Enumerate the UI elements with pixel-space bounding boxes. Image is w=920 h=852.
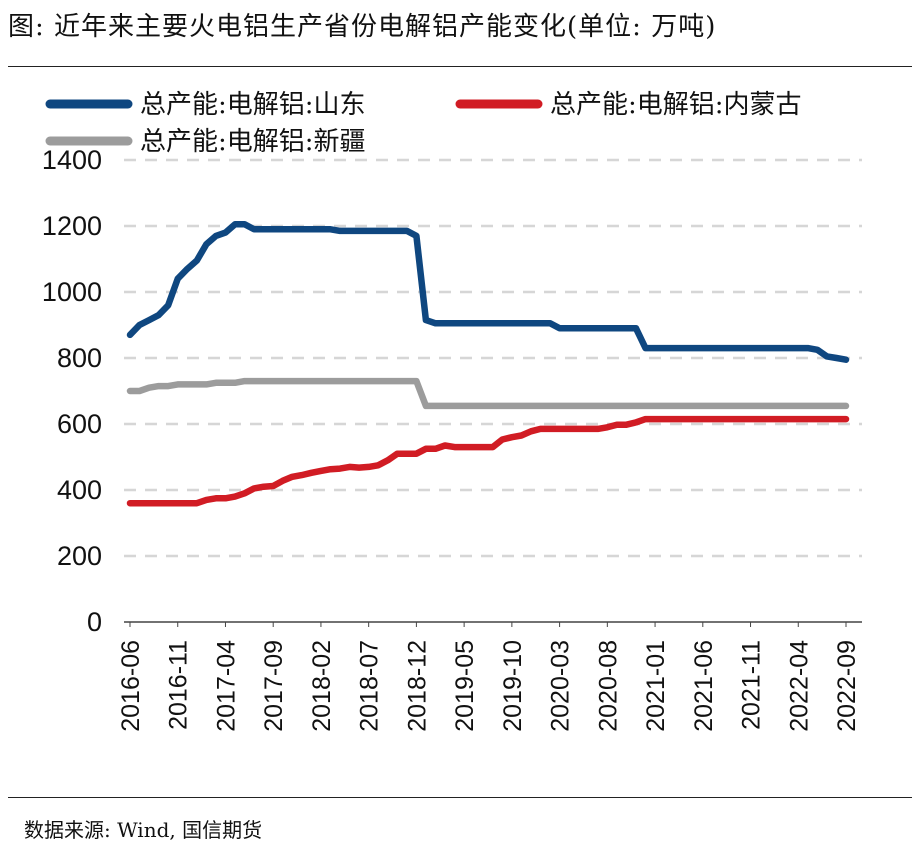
x-tick-label: 2016-11 bbox=[165, 640, 193, 730]
x-tick-label: 2021-06 bbox=[690, 640, 718, 732]
series-line-shandong bbox=[126, 221, 850, 363]
x-tick-label: 2022-09 bbox=[833, 640, 861, 732]
x-tick-label: 2018-02 bbox=[308, 640, 336, 732]
bottom-rule bbox=[8, 797, 912, 798]
x-tick-label: 2018-12 bbox=[403, 640, 431, 732]
y-tick-label: 400 bbox=[57, 475, 102, 505]
y-tick-label: 0 bbox=[87, 607, 102, 637]
series-line-neimenggu bbox=[126, 415, 850, 507]
legend-label-neimenggu: 总产能:电解铝:内蒙古 bbox=[550, 90, 802, 120]
legend: 总产能:电解铝:山东 总产能:电解铝:内蒙古 总产能:电解铝:新疆 bbox=[45, 90, 802, 157]
legend-label-xinjiang: 总产能:电解铝:新疆 bbox=[140, 127, 366, 157]
top-rule bbox=[8, 66, 912, 67]
legend-label-shandong: 总产能:电解铝:山东 bbox=[140, 90, 366, 120]
chart-title: 图: 近年来主要火电铝生产省份电解铝产能变化(单位: 万吨) bbox=[8, 12, 717, 42]
x-tick-label: 2022-04 bbox=[785, 640, 813, 732]
x-tick-label: 2020-03 bbox=[547, 640, 575, 732]
y-tick-label: 1400 bbox=[42, 145, 102, 175]
data-source: 数据来源: Wind, 国信期货 bbox=[24, 818, 263, 842]
y-tick-label: 200 bbox=[57, 541, 102, 571]
legend-item-neimenggu: 总产能:电解铝:内蒙古 bbox=[455, 90, 802, 120]
legend-item-xinjiang: 总产能:电解铝:新疆 bbox=[45, 127, 366, 157]
y-tick-label: 800 bbox=[57, 343, 102, 373]
x-tick-label: 2020-08 bbox=[594, 640, 622, 732]
y-axis-ticks: 0 200 400 600 800 1000 1200 1400 bbox=[42, 145, 102, 637]
legend-item-shandong: 总产能:电解铝:山东 bbox=[45, 90, 366, 120]
x-tick-label: 2019-05 bbox=[451, 640, 479, 732]
x-axis-ticks: 2016-06 2016-11 2017-04 2017-09 2018-02 2018-… bbox=[117, 622, 861, 732]
x-tick-label: 2019-10 bbox=[499, 640, 527, 732]
x-tick-label: 2021-01 bbox=[642, 640, 670, 732]
x-tick-label: 2017-09 bbox=[260, 640, 288, 732]
series-line-xinjiang bbox=[126, 377, 850, 410]
y-tick-label: 1000 bbox=[42, 277, 102, 307]
grid-lines bbox=[124, 158, 862, 558]
series-layer bbox=[126, 221, 850, 507]
y-tick-label: 600 bbox=[57, 409, 102, 439]
x-tick-label: 2017-04 bbox=[212, 640, 240, 732]
y-tick-label: 1200 bbox=[42, 211, 102, 241]
x-tick-label: 2016-06 bbox=[117, 640, 145, 732]
x-tick-label: 2021-11 bbox=[738, 640, 766, 730]
x-tick-label: 2018-07 bbox=[356, 640, 384, 732]
